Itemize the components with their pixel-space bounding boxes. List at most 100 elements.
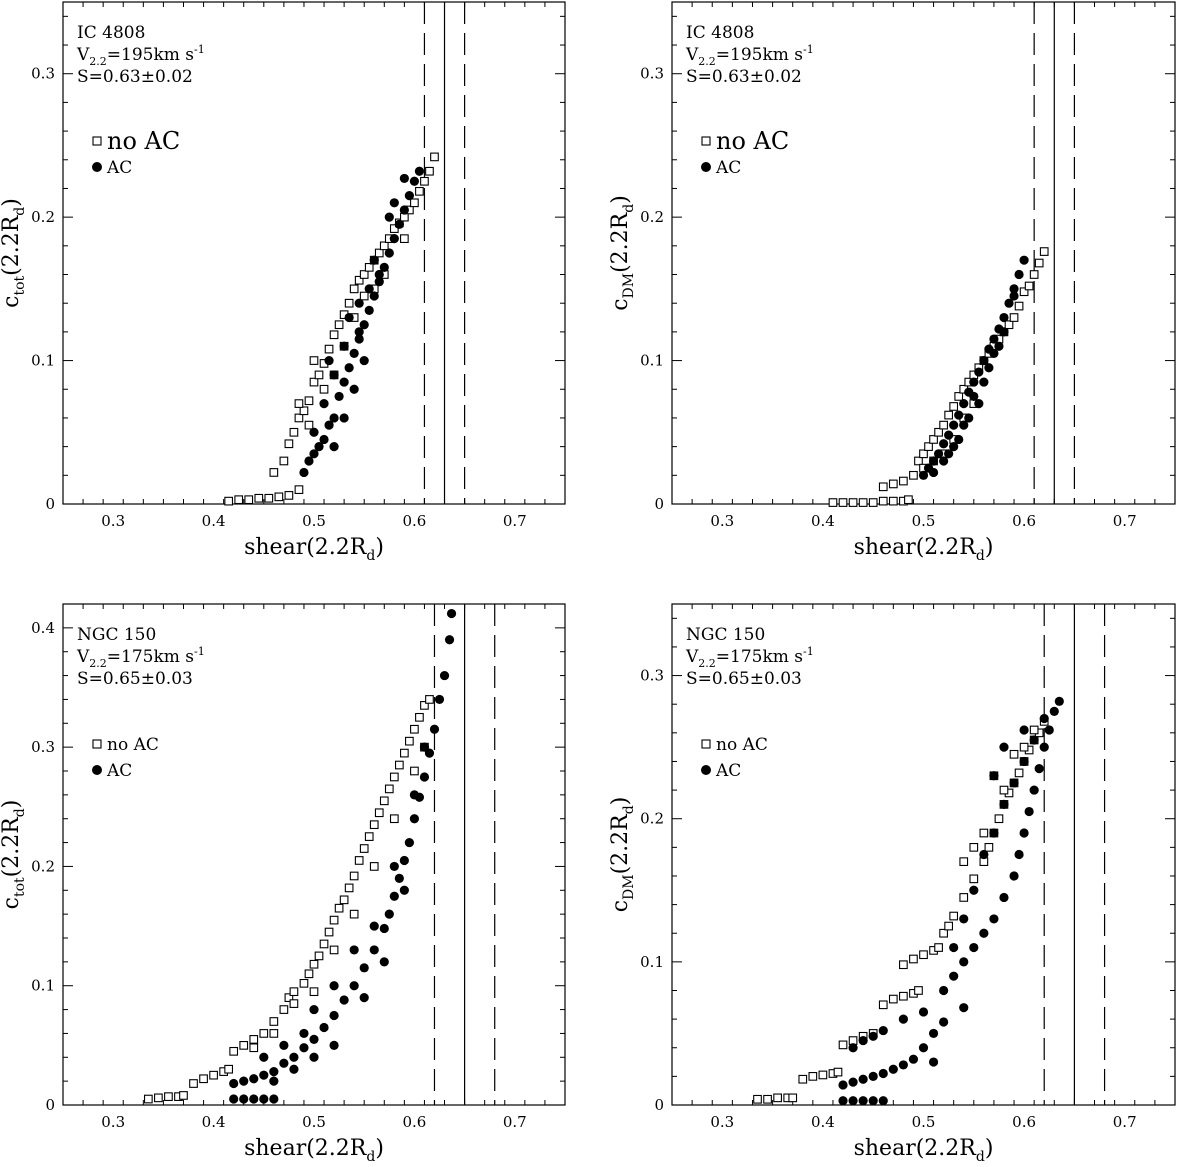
x-axis-label-main: shear(2.2R (244, 535, 368, 560)
data-point-open-square (199, 1074, 208, 1084)
data-point-open-square (319, 939, 329, 949)
data-point-open-square (279, 1005, 289, 1014)
y-tick-label: 0.2 (640, 810, 664, 828)
data-point-open-square (868, 498, 878, 507)
data-point-open-square (763, 1094, 772, 1104)
data-point-open-square (359, 844, 369, 853)
data-point-open-square (154, 1093, 163, 1103)
y-tick-label: 0.2 (640, 208, 664, 226)
data-point-open-square (309, 987, 319, 997)
data-point-open-square (969, 874, 979, 884)
data-point-filled-circle (354, 334, 364, 344)
data-point-open-square (354, 856, 364, 865)
data-point-filled-circle (999, 799, 1009, 810)
legend-filled-circle-icon (701, 162, 711, 172)
x-axis-label: shear(2.2Rd) (854, 1136, 994, 1165)
y-tick-label: 0.1 (31, 352, 55, 370)
data-point-filled-circle (1029, 785, 1039, 795)
data-point-open-square (179, 1091, 188, 1100)
data-point-filled-circle (344, 312, 354, 323)
data-point-filled-circle (389, 891, 399, 901)
data-point-open-square (143, 1094, 153, 1104)
data-point-open-square (949, 911, 959, 921)
data-point-filled-circle (389, 861, 399, 872)
series-ac (918, 255, 1029, 480)
y-axis-label-subscript: DM (621, 874, 637, 900)
data-point-filled-circle (364, 305, 374, 315)
x-axis-label-subscript: d (976, 1149, 985, 1165)
data-point-open-square (284, 491, 294, 500)
x-tick-label: 0.6 (1012, 512, 1036, 530)
data-point-open-square (405, 736, 414, 746)
data-point-filled-circle (394, 873, 404, 883)
data-point-open-square (909, 954, 918, 964)
velocity-value: =175km s (716, 647, 803, 667)
data-point-open-square (284, 439, 294, 449)
data-point-filled-circle (249, 1094, 259, 1104)
data-point-filled-circle (399, 173, 409, 184)
data-point-filled-circle (959, 914, 969, 924)
y-tick-label: 0 (654, 495, 664, 513)
data-point-open-square (334, 320, 344, 330)
velocity-subscript: 2.2 (89, 55, 107, 68)
data-point-filled-circle (289, 1052, 299, 1062)
data-point-open-square (914, 456, 923, 466)
data-point-filled-circle (949, 420, 959, 430)
galaxy-name: NGC 150 (77, 625, 156, 645)
data-point-open-square (979, 828, 989, 838)
data-point-open-square (410, 724, 419, 734)
y-tick-label: 0.2 (31, 857, 55, 875)
data-point-filled-circle (1039, 713, 1049, 724)
series-no-ac (828, 247, 1049, 507)
data-point-filled-circle (989, 348, 999, 358)
velocity-symbol: V (76, 647, 90, 667)
data-point-open-square (329, 945, 339, 955)
x-axis-label-subscript: d (976, 548, 985, 564)
data-point-open-square (244, 495, 254, 505)
data-point-filled-circle (989, 914, 999, 924)
data-point-filled-circle (389, 198, 399, 208)
data-point-filled-circle (309, 1034, 319, 1044)
data-point-open-square (249, 1043, 259, 1053)
y-tick-label: 0.3 (31, 738, 55, 756)
legend-label-ac: AC (106, 761, 132, 781)
data-point-open-square (189, 1079, 198, 1088)
data-point-open-square (833, 1067, 843, 1077)
data-point-filled-circle (259, 1070, 269, 1080)
velocity-exponent: -1 (194, 645, 205, 658)
velocity-subscript: 2.2 (89, 657, 107, 670)
data-point-open-square (349, 909, 359, 919)
data-point-filled-circle (429, 724, 440, 734)
y-tick-label: 0.3 (640, 667, 664, 685)
data-point-filled-circle (1019, 255, 1029, 265)
shear-value: S=0.63±0.02 (77, 67, 193, 87)
data-point-filled-circle (918, 1043, 929, 1053)
data-point-filled-circle (1004, 298, 1014, 308)
data-point-filled-circle (979, 377, 989, 387)
data-point-open-square (753, 1094, 762, 1104)
data-point-filled-circle (329, 1040, 339, 1050)
data-point-filled-circle (309, 427, 319, 437)
data-point-filled-circle (964, 413, 974, 423)
data-point-open-square (304, 396, 314, 406)
shear-value: S=0.63±0.02 (686, 67, 802, 87)
data-point-open-square (1024, 281, 1034, 291)
data-point-filled-circle (979, 355, 989, 366)
data-point-filled-circle (928, 1028, 939, 1039)
data-point-filled-circle (999, 312, 1009, 323)
data-point-filled-circle (414, 166, 425, 176)
data-point-filled-circle (1014, 849, 1024, 860)
data-point-open-square (944, 921, 953, 931)
data-point-filled-circle (374, 269, 384, 280)
data-point-open-square (1029, 725, 1039, 735)
data-point-filled-circle (848, 1096, 858, 1106)
data-point-filled-circle (999, 892, 1009, 903)
data-point-filled-circle (858, 1074, 868, 1084)
x-tick-label: 0.3 (710, 512, 734, 530)
x-axis-label: shear(2.2Rd) (244, 535, 384, 564)
data-point-filled-circle (344, 363, 354, 373)
data-point-filled-circle (444, 635, 455, 645)
series-no-ac (143, 695, 434, 1104)
data-point-open-square (309, 356, 319, 365)
data-point-open-square (959, 857, 969, 867)
